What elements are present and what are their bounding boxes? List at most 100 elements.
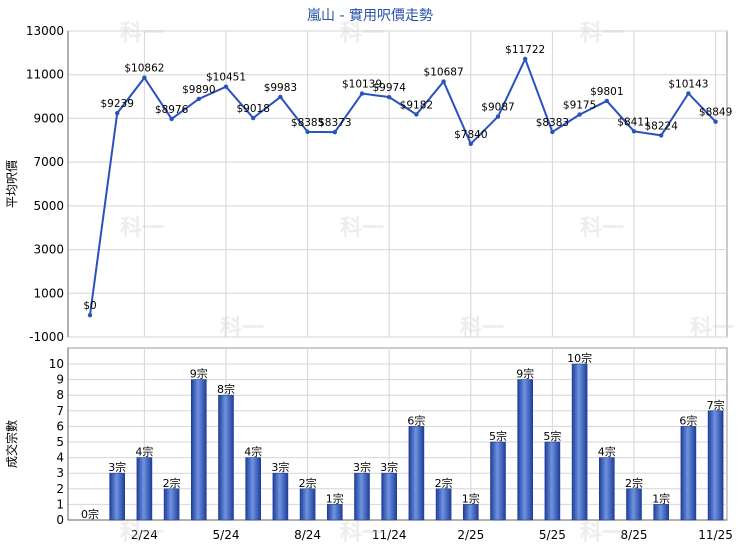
price-line-chart: -1000 1000 3000 5000 7000 9000 11000 13000 $0 $92… xyxy=(26,24,732,344)
price-data-label: $9890 xyxy=(182,84,215,96)
count-data-label: 2宗 xyxy=(435,476,453,490)
price-data-label: $8385 xyxy=(291,117,324,129)
count-bar xyxy=(163,488,180,521)
count-data-label: 1宗 xyxy=(326,491,344,505)
x-tick-label: 2/24 xyxy=(131,528,158,542)
watermark-text: 科一 xyxy=(120,216,164,241)
price-point xyxy=(550,129,555,135)
price-data-label: $8849 xyxy=(699,107,732,119)
watermark-text: 科一 xyxy=(580,216,624,241)
price-data-label: $9182 xyxy=(400,99,433,111)
count-bar xyxy=(598,457,615,521)
chart-title: 嵐山 - 實用呎價走勢 xyxy=(307,7,433,24)
count-data-label: 1宗 xyxy=(462,491,480,505)
count-bar xyxy=(544,441,561,521)
count-y-tick-label: 4 xyxy=(56,451,64,465)
price-data-label: $9239 xyxy=(100,98,133,110)
price-data-label: $8224 xyxy=(644,120,678,132)
price-point xyxy=(659,133,664,138)
count-data-label: 6宗 xyxy=(407,413,425,427)
transactions-bar-chart: 0 12 34 5 67 89 10 0宗 3宗 4宗 2宗 9宗 8宗 4宗 3宗 2宗 1宗 3宗 3宗 6宗 2宗… xyxy=(49,347,733,542)
count-y-tick-label: 5 xyxy=(56,435,64,449)
price-data-label: $8411 xyxy=(617,116,650,128)
count-bar xyxy=(218,394,234,521)
price-data-label: $11722 xyxy=(505,44,545,56)
price-y-tick-label: -1000 xyxy=(29,330,64,344)
count-y-tick-label: 10 xyxy=(49,357,64,371)
price-point xyxy=(577,112,582,117)
price-data-label: $9087 xyxy=(481,102,514,114)
price-y-tick-label: 13000 xyxy=(26,24,64,38)
watermark-text: 科一 xyxy=(580,21,624,46)
price-data-label: $10862 xyxy=(124,63,164,75)
count-bar xyxy=(490,441,506,521)
count-bar xyxy=(381,472,398,521)
price-y-tick-label: 7000 xyxy=(33,155,64,169)
count-y-tick-label: 8 xyxy=(56,388,64,402)
price-series-line xyxy=(89,56,717,316)
count-data-label: 6宗 xyxy=(679,413,697,427)
count-bar xyxy=(653,504,670,521)
x-tick-label: 5/24 xyxy=(213,528,240,542)
count-bar xyxy=(354,472,370,521)
count-data-label: 1宗 xyxy=(652,491,670,505)
count-bar xyxy=(571,363,588,521)
price-point xyxy=(387,94,392,100)
x-tick-label: 8/25 xyxy=(621,528,648,542)
count-bar xyxy=(680,426,697,521)
price-data-label: $9974 xyxy=(372,82,406,94)
price-data-label: $10143 xyxy=(668,78,708,90)
price-point xyxy=(169,116,174,122)
count-y-tick-label: 1 xyxy=(56,497,64,511)
x-tick-label: 11/24 xyxy=(372,528,407,542)
count-y-tick-label: 9 xyxy=(56,373,64,387)
x-tick-label: 11/25 xyxy=(698,528,733,542)
count-bar xyxy=(136,457,153,521)
price-point xyxy=(495,114,501,119)
price-y-tick-label: 9000 xyxy=(33,111,64,125)
price-data-label: $10451 xyxy=(206,72,246,84)
count-data-label: 4宗 xyxy=(244,445,262,459)
count-data-label: 9宗 xyxy=(190,367,208,381)
price-data-label: $0 xyxy=(83,300,96,312)
price-point xyxy=(523,56,528,62)
watermark-text: 科一 xyxy=(340,216,384,241)
price-point xyxy=(332,129,337,135)
watermark-text: 科一 xyxy=(460,316,504,341)
count-y-tick-label: 0 xyxy=(56,513,64,527)
x-tick-label: 5/25 xyxy=(539,528,566,542)
price-y-axis-label: 平均呎價 xyxy=(5,160,19,208)
price-data-label: $9801 xyxy=(590,86,623,98)
price-data-label: $9018 xyxy=(236,103,269,115)
count-bar xyxy=(408,426,425,521)
count-y-tick-label: 6 xyxy=(56,419,64,433)
price-point xyxy=(278,94,283,100)
count-bar xyxy=(517,379,534,521)
price-point xyxy=(686,91,691,96)
count-bar xyxy=(326,504,343,521)
count-y-tick-label: 3 xyxy=(56,466,64,480)
watermark-text: 科一 xyxy=(690,316,734,341)
count-data-label: 5宗 xyxy=(489,429,507,443)
watermark-text: 科一 xyxy=(120,21,164,46)
count-bar xyxy=(191,379,207,521)
price-point xyxy=(251,115,256,121)
count-data-label: 4宗 xyxy=(135,445,153,459)
price-point xyxy=(441,79,446,84)
price-data-label: $8976 xyxy=(155,104,189,116)
count-data-label: 3宗 xyxy=(353,460,371,474)
price-point xyxy=(468,141,473,146)
count-bar xyxy=(272,472,289,521)
count-y-tick-label: 2 xyxy=(56,482,64,496)
count-data-label: 0宗 xyxy=(81,507,99,521)
count-y-axis-label: 成交宗數 xyxy=(4,420,19,468)
price-data-label: $8373 xyxy=(318,117,351,129)
watermark-text: 科一 xyxy=(580,521,624,546)
count-y-tick-label: 7 xyxy=(56,404,64,418)
count-bar xyxy=(109,472,125,521)
count-bar xyxy=(707,410,724,521)
count-data-label: 2宗 xyxy=(299,476,317,490)
price-data-label: $10687 xyxy=(424,67,464,79)
watermark-text: 科一 xyxy=(220,316,264,341)
